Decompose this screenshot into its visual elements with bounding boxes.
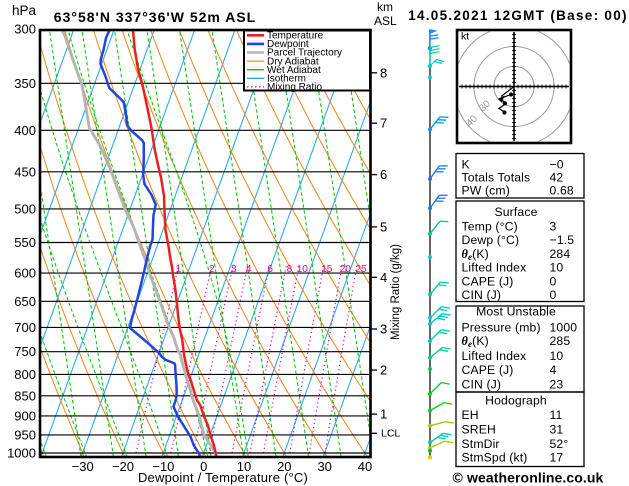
svg-text:1000: 1000 (7, 446, 36, 461)
svg-text:750: 750 (14, 344, 36, 359)
svg-text:350: 350 (14, 76, 36, 91)
svg-text:PW (cm): PW (cm) (462, 184, 510, 198)
svg-text:10: 10 (550, 261, 564, 275)
svg-text:K: K (462, 157, 470, 171)
svg-text:CAPE (J): CAPE (J) (462, 363, 514, 377)
svg-text:0: 0 (550, 274, 557, 288)
svg-text:CIN (J): CIN (J) (462, 288, 502, 302)
svg-text:3: 3 (231, 264, 237, 275)
svg-text:0.68: 0.68 (550, 184, 574, 198)
svg-text:950: 950 (14, 427, 36, 442)
svg-text:1: 1 (380, 407, 387, 422)
svg-text:20: 20 (277, 459, 291, 474)
svg-text:900: 900 (14, 408, 36, 423)
svg-text:285: 285 (550, 334, 571, 348)
svg-text:Hodograph: Hodograph (485, 394, 547, 408)
svg-text:Dewp (°C): Dewp (°C) (462, 233, 520, 247)
svg-text:1000: 1000 (550, 321, 578, 335)
svg-text:LCL: LCL (381, 428, 400, 440)
svg-text:CAPE (J): CAPE (J) (462, 274, 514, 288)
svg-text:3: 3 (380, 322, 387, 337)
svg-text:2: 2 (209, 264, 215, 275)
svg-text:800: 800 (14, 367, 36, 382)
svg-text:6: 6 (267, 264, 273, 275)
svg-text:Mixing Ratio (g/kg): Mixing Ratio (g/kg) (390, 244, 402, 340)
svg-text:40: 40 (358, 459, 372, 474)
svg-text:31: 31 (550, 423, 564, 437)
svg-text:11: 11 (550, 408, 563, 422)
svg-text:EH: EH (462, 408, 479, 422)
svg-text:ASL: ASL (374, 14, 397, 28)
svg-text:Most Unstable: Most Unstable (476, 305, 556, 319)
svg-text:6: 6 (380, 167, 387, 182)
svg-text:StmDir: StmDir (462, 437, 500, 451)
svg-text:600: 600 (14, 266, 36, 281)
svg-text:15: 15 (321, 264, 333, 275)
svg-text:Surface: Surface (494, 205, 537, 219)
svg-text:Parcel Trajectory: Parcel Trajectory (267, 48, 342, 59)
svg-text:−20: −20 (112, 459, 134, 474)
svg-text:284: 284 (550, 247, 571, 261)
svg-text:hPa: hPa (12, 3, 37, 18)
svg-text:400: 400 (14, 123, 36, 138)
svg-text:850: 850 (14, 388, 36, 403)
svg-text:14.05.2021 12GMT (Base: 00): 14.05.2021 12GMT (Base: 00) (408, 8, 628, 23)
svg-text:23: 23 (550, 377, 564, 391)
svg-text:Dewpoint / Temperature (°C): Dewpoint / Temperature (°C) (138, 470, 308, 485)
svg-text:10: 10 (550, 349, 564, 363)
svg-text:−1.5: −1.5 (550, 233, 575, 247)
svg-text:θe(K): θe(K) (462, 247, 489, 262)
svg-text:500: 500 (14, 201, 36, 216)
svg-text:Temperature: Temperature (267, 31, 324, 42)
svg-text:−0: −0 (550, 157, 564, 171)
svg-text:Wet Adiabat: Wet Adiabat (267, 65, 321, 76)
svg-text:Temp (°C): Temp (°C) (462, 219, 518, 233)
svg-text:650: 650 (14, 294, 36, 309)
svg-text:−30: −30 (72, 459, 94, 474)
svg-text:2: 2 (380, 363, 387, 378)
svg-text:Totals Totals: Totals Totals (462, 171, 531, 185)
svg-text:3: 3 (550, 219, 557, 233)
svg-text:10: 10 (297, 264, 309, 275)
svg-text:7: 7 (380, 116, 387, 131)
svg-text:0: 0 (550, 288, 557, 302)
svg-text:42: 42 (550, 171, 564, 185)
svg-text:Dry Adiabat: Dry Adiabat (267, 56, 319, 67)
svg-text:Dewpoint: Dewpoint (267, 39, 309, 50)
svg-text:700: 700 (14, 320, 36, 335)
svg-text:8: 8 (287, 264, 293, 275)
svg-text:52°: 52° (550, 437, 569, 451)
svg-text:550: 550 (14, 235, 36, 250)
svg-text:4: 4 (380, 270, 387, 285)
svg-text:SREH: SREH (462, 423, 496, 437)
svg-text:θe(K): θe(K) (462, 334, 489, 349)
svg-text:17: 17 (550, 451, 564, 465)
svg-text:1: 1 (176, 264, 182, 275)
svg-text:10: 10 (237, 459, 251, 474)
svg-text:© weatheronline.co.uk: © weatheronline.co.uk (453, 470, 604, 486)
svg-text:StmSpd (kt): StmSpd (kt) (462, 451, 528, 465)
svg-text:km: km (377, 0, 393, 14)
svg-text:8: 8 (380, 65, 387, 80)
svg-text:Lifted Index: Lifted Index (462, 349, 527, 363)
svg-text:CIN (J): CIN (J) (462, 377, 502, 391)
svg-text:0: 0 (200, 459, 207, 474)
svg-text:20: 20 (340, 264, 352, 275)
svg-text:63°58ʹN 337°36ʹW 52m ASL: 63°58ʹN 337°36ʹW 52m ASL (54, 9, 256, 25)
svg-text:kt: kt (461, 31, 469, 43)
svg-text:Pressure (mb): Pressure (mb) (462, 321, 541, 335)
svg-text:Lifted Index: Lifted Index (462, 261, 527, 275)
svg-text:−10: −10 (152, 459, 174, 474)
svg-text:4: 4 (246, 264, 252, 275)
svg-text:4: 4 (550, 363, 557, 377)
svg-text:Isotherm: Isotherm (267, 74, 306, 85)
svg-text:5: 5 (380, 219, 387, 234)
svg-text:Mixing Ratio: Mixing Ratio (267, 82, 322, 93)
svg-text:25: 25 (355, 264, 367, 275)
svg-text:30: 30 (317, 459, 331, 474)
svg-text:450: 450 (14, 164, 36, 179)
svg-text:300: 300 (14, 22, 36, 37)
